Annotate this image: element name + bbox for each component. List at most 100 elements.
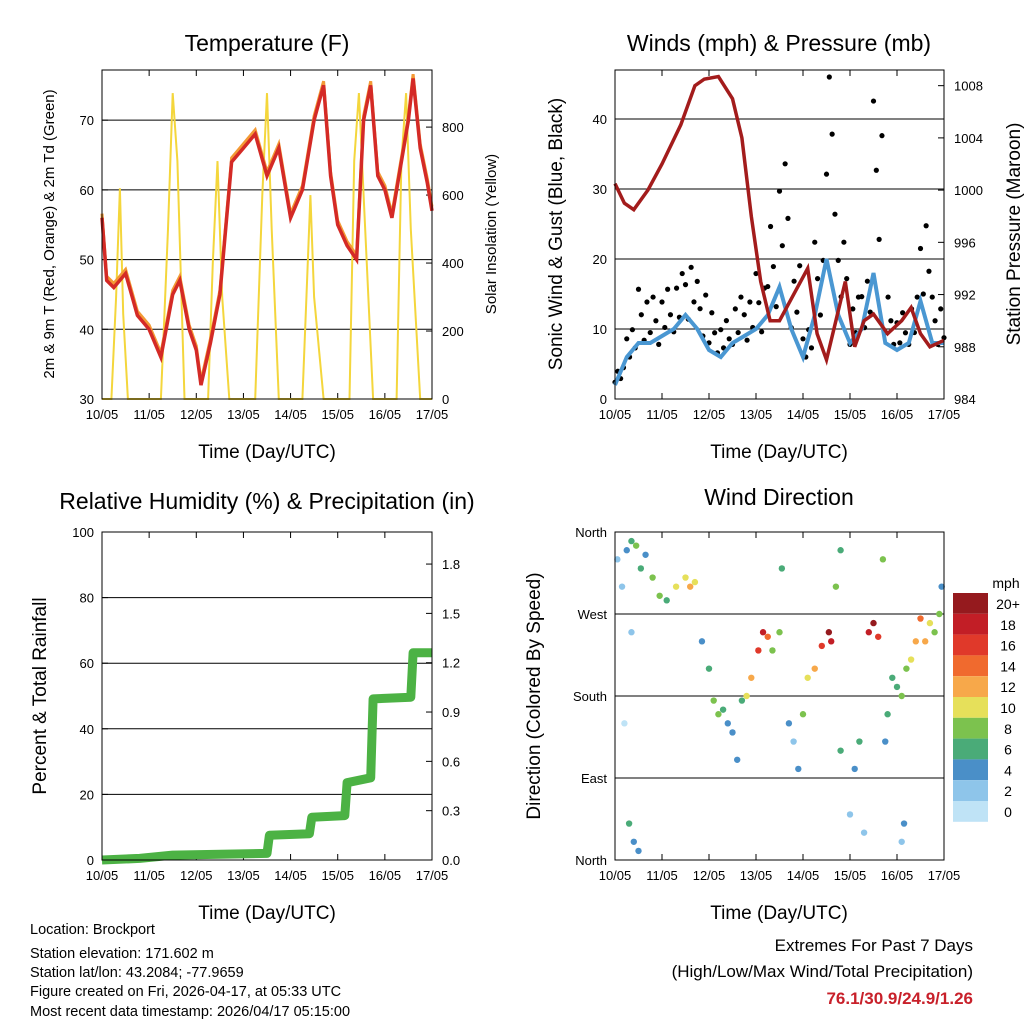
x-tick-label: 10/05 [86, 407, 119, 422]
y2-tick-label: 800 [442, 120, 464, 135]
x-tick-label: 10/05 [86, 868, 119, 883]
wind-direction-point [630, 838, 637, 845]
x-tick-label: 10/05 [599, 868, 632, 883]
wind-direction-point [818, 642, 825, 650]
wind-direction-point [691, 578, 699, 586]
gust-point [694, 278, 700, 284]
legend-label: 14 [1000, 658, 1016, 674]
y-tick-label: 30 [80, 392, 94, 407]
y-tick-label: 10 [593, 322, 607, 337]
info-location: Location: Brockport [30, 922, 155, 938]
temperature-title: Temperature (F) [185, 30, 350, 56]
x-tick-label: 12/05 [180, 868, 213, 883]
wind-direction-point [931, 629, 938, 636]
y2-tick-label: 0.9 [442, 705, 460, 720]
winds-xlabel: Time (Day/UTC) [710, 442, 848, 463]
x-tick-label: 11/05 [133, 868, 165, 883]
panel-1: 0 10 20 30 40 984 988 992 996 1000 1004 1008 10/05 11… [593, 69, 983, 422]
wind-direction-point [903, 665, 910, 672]
wind-direction-point [884, 711, 891, 718]
wind-direction-point [917, 615, 924, 622]
legend-label: 18 [1000, 617, 1016, 633]
gust-point [779, 243, 785, 249]
y2-tick-label: 996 [954, 235, 976, 250]
legend-swatch [953, 613, 988, 635]
x-tick-label: 17/05 [416, 868, 449, 883]
wind-direction-point [828, 638, 835, 645]
gust-point [832, 211, 838, 217]
wind-direction-point [743, 692, 750, 700]
wind-direction-point [851, 765, 858, 773]
gust-point [644, 299, 650, 305]
y2-tick-label: 0.0 [442, 853, 460, 868]
plot-frame [614, 531, 945, 861]
x-tick-label: 12/05 [693, 868, 726, 883]
gust-point [744, 337, 750, 343]
x-tick-label: 10/05 [599, 407, 632, 422]
wind-direction-point [649, 574, 656, 581]
gust-point [770, 263, 776, 270]
legend-label: 6 [1004, 742, 1012, 758]
winds-ylabel: Sonic Wind & Gust (Blue, Black) [546, 98, 567, 370]
gust-point [938, 306, 944, 312]
gust-point [920, 291, 926, 297]
gust-point [926, 268, 932, 274]
gust-point [929, 294, 935, 300]
gust-point [776, 188, 783, 194]
x-tick-label: 13/05 [740, 407, 773, 422]
legend-label: 10 [1000, 700, 1016, 716]
winds-y2label: Station Pressure (Maroon) [1004, 123, 1024, 346]
wind-direction-point [799, 711, 807, 718]
x-tick-label: 12/05 [693, 407, 726, 422]
info-elevation: Station elevation: 171.602 m [30, 946, 214, 962]
x-tick-label: 15/05 [321, 868, 354, 883]
wind-direction-point [625, 820, 633, 827]
gust-point [841, 239, 847, 245]
y-tick-label: 50 [80, 253, 94, 268]
wind-direction-point [748, 674, 755, 681]
legend-swatch [953, 717, 988, 739]
wind-direction-point [865, 629, 872, 636]
wind-direction-point [898, 692, 905, 700]
gust-point [709, 310, 715, 316]
wind-direction-point [856, 738, 863, 745]
wind-direction-point [785, 720, 793, 727]
gust-point [785, 215, 791, 221]
wind-direction-point [769, 647, 776, 654]
y2-tick-label: 0.6 [442, 754, 460, 769]
legend-swatch [953, 759, 988, 781]
gust-point [800, 336, 806, 342]
gust-point [650, 294, 656, 300]
gust-point [823, 171, 830, 177]
wind-direction-title: Wind Direction [704, 484, 854, 510]
y-tick-label: 20 [593, 252, 607, 267]
gust-point [662, 324, 668, 331]
gust-point [747, 299, 753, 305]
x-tick-label: 14/05 [274, 868, 307, 883]
y2-tick-label: 600 [442, 188, 464, 203]
gust-point [735, 329, 741, 336]
plot-frame [614, 69, 945, 400]
wind-direction-point [882, 738, 889, 745]
legend-label: 4 [1004, 762, 1012, 778]
x-tick-label: 15/05 [321, 407, 354, 422]
wind-direction-point [922, 638, 929, 645]
rh-xlabel: Time (Day/UTC) [198, 903, 336, 924]
gust-point [659, 299, 665, 305]
gust-point [682, 282, 689, 288]
gust-point [782, 161, 788, 167]
y2-tick-label: 988 [954, 340, 976, 355]
wind-direction-point [734, 756, 741, 763]
wind-direction-point [804, 674, 811, 681]
y2-tick-label: 200 [442, 324, 464, 339]
x-tick-label: 11/05 [133, 407, 165, 422]
gust-point [712, 330, 718, 336]
y-tick-label: 60 [80, 183, 94, 198]
gust-point [726, 336, 732, 342]
legend-swatch [953, 676, 988, 697]
y-tick-label: North [575, 525, 607, 540]
gust-point [876, 236, 882, 242]
gust-point [829, 131, 835, 137]
wind-direction-point [778, 565, 786, 572]
